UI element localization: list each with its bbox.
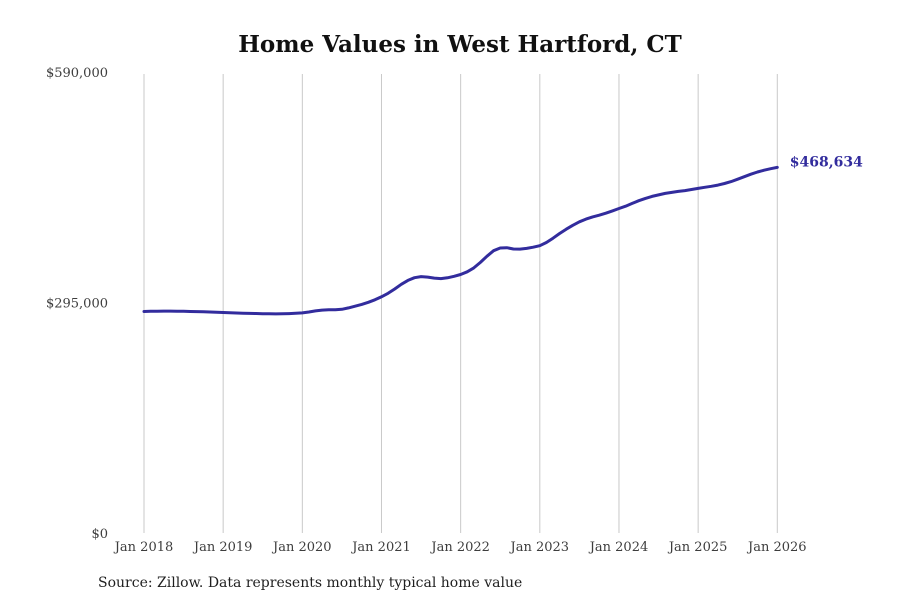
y-axis-labels: $0 $295,000 $590,000 [46, 66, 108, 542]
source-note: Source: Zillow. Data represents monthly … [98, 575, 522, 591]
y-tick-label: $590,000 [46, 66, 108, 81]
home-value-line [142, 165, 779, 316]
x-tick-label: Jan 2025 [667, 540, 728, 555]
x-tick-label: Jan 2024 [588, 540, 649, 555]
x-tick-label: Jan 2023 [509, 540, 570, 555]
year-gridlines [143, 74, 778, 533]
x-tick-label: Jan 2019 [192, 540, 253, 555]
chart-title: Home Values in West Hartford, CT [238, 31, 682, 58]
x-tick-label: Jan 2021 [350, 540, 411, 555]
x-tick-label: Jan 2020 [271, 540, 332, 555]
x-tick-label: Jan 2022 [429, 540, 490, 555]
x-tick-label: Jan 2018 [113, 540, 174, 555]
y-tick-label: $295,000 [46, 297, 108, 312]
y-tick-label: $0 [91, 527, 108, 542]
x-axis-labels: Jan 2018 Jan 2019 Jan 2020 Jan 2021 Jan 2022… [113, 540, 807, 555]
x-tick-label: Jan 2026 [746, 540, 807, 555]
latest-value-label: $468,634 [790, 154, 863, 170]
